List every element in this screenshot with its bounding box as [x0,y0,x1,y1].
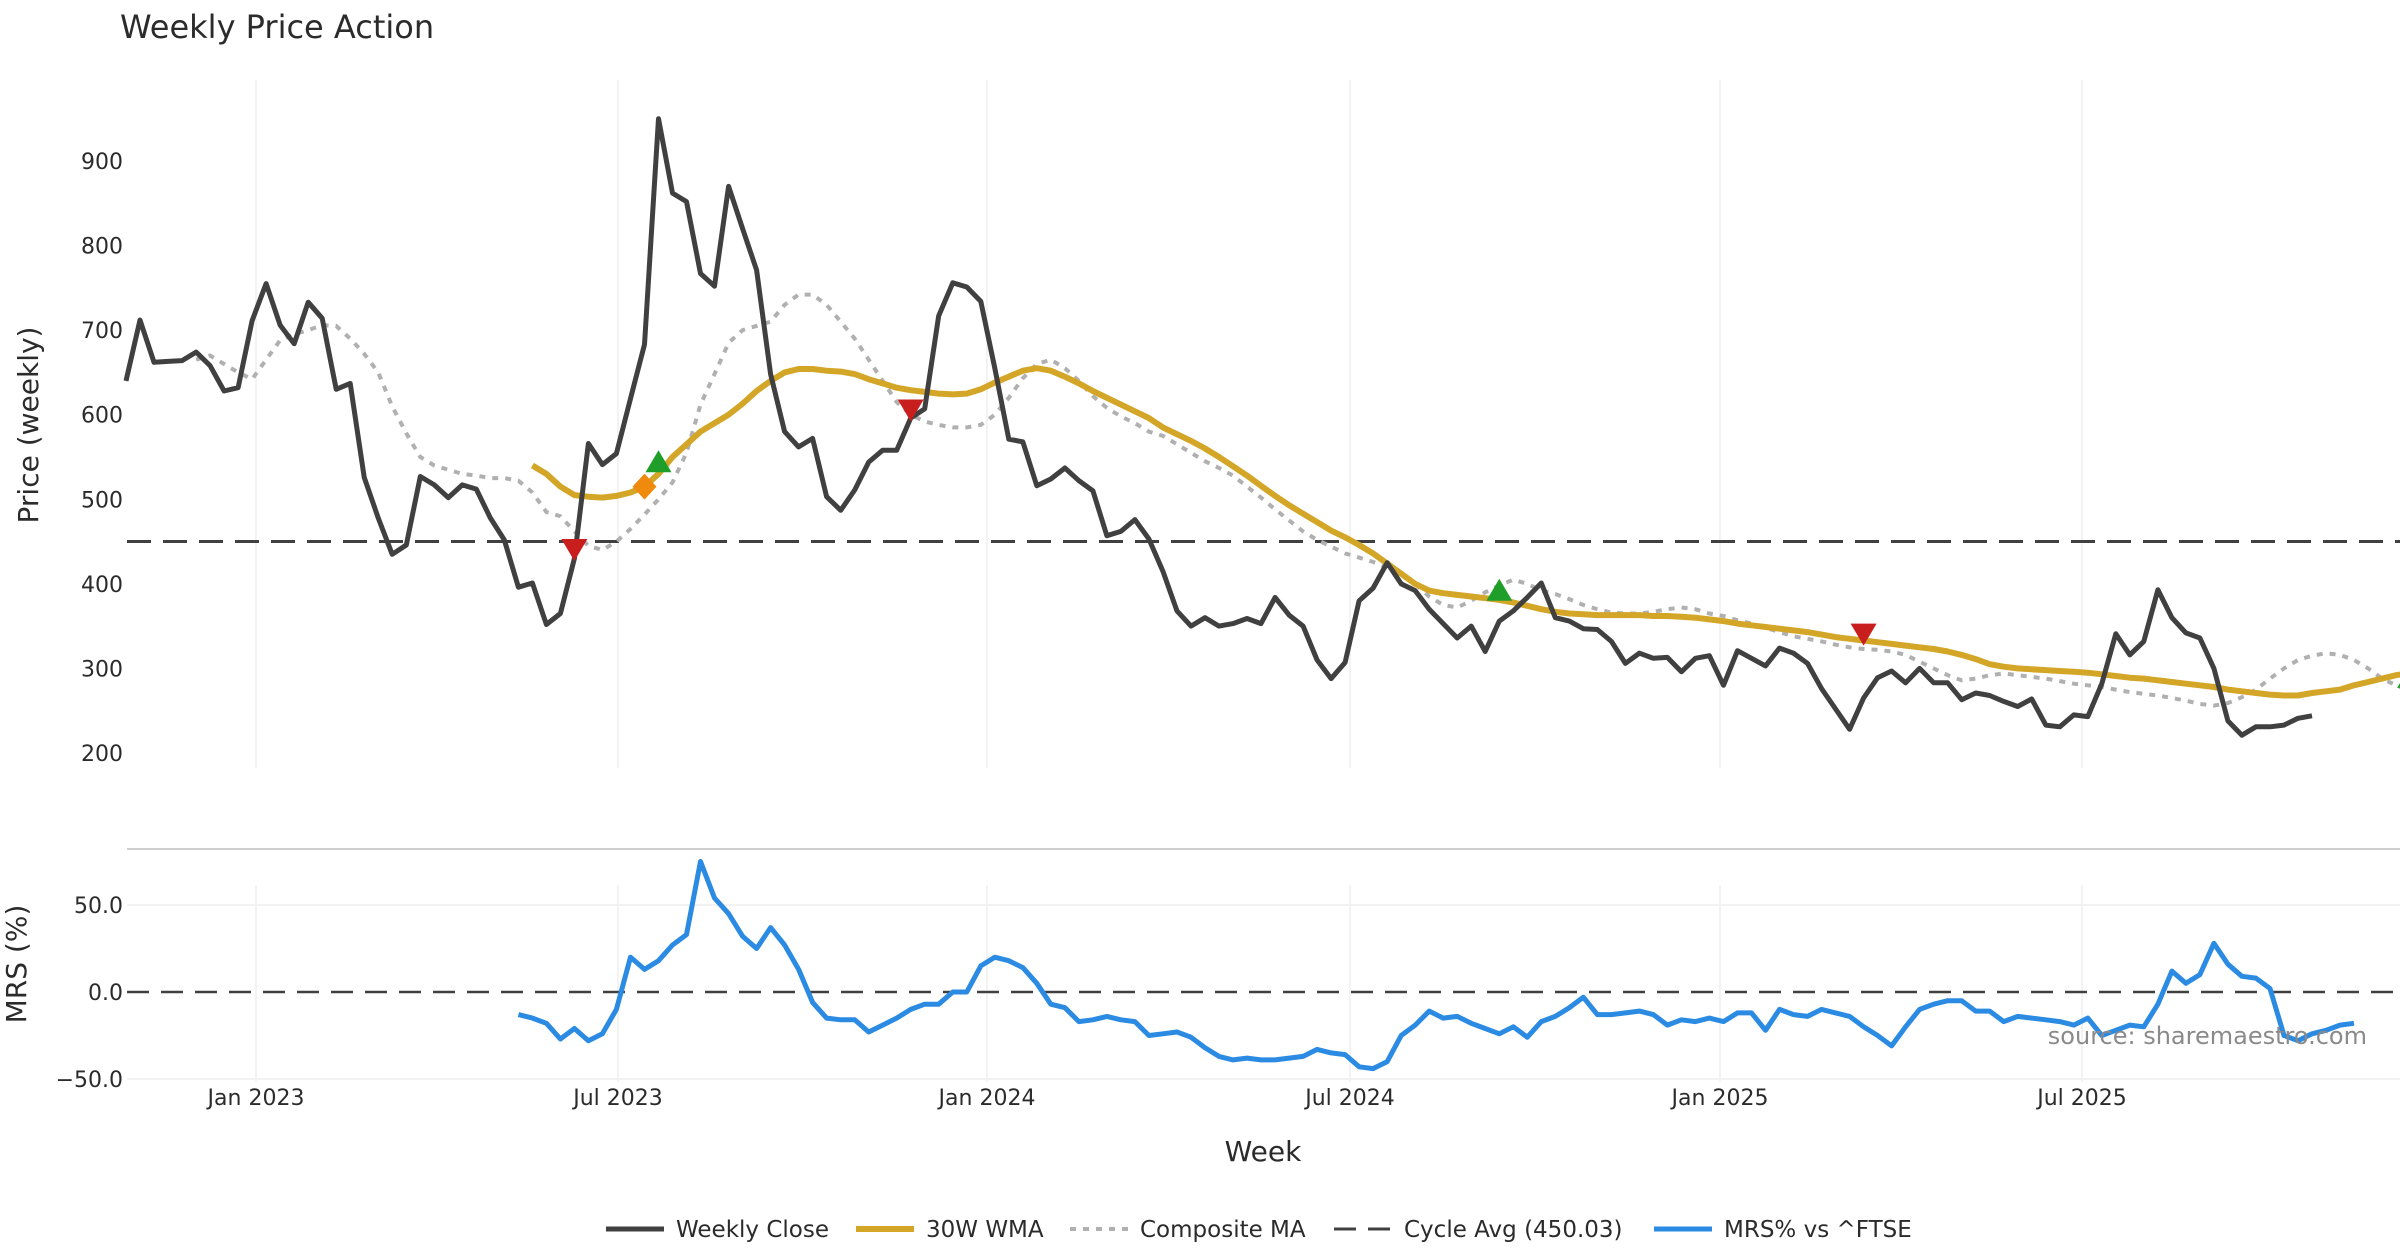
x-tick-0: Jan 2023 [206,1086,305,1111]
price-y-ticks: 200 300 400 500 600 700 800 900 [81,150,123,767]
price-y-tick-300: 300 [81,657,123,682]
mrs-y-axis-label: MRS (%) [0,905,33,1024]
x-tick-3: Jul 2024 [1303,1086,1395,1111]
legend-entry-mrs: MRS% vs ^FTSE [1654,1217,1912,1243]
weekly-close-line [123,116,2313,738]
legend-label-mrs: MRS% vs ^FTSE [1724,1217,1912,1243]
price-y-axis-label: Price (weekly) [12,327,45,524]
price-y-tick-400: 400 [81,573,123,598]
mrs-y-ticks: 50.0 0.0 −50.0 [56,894,123,1093]
price-y-tick-900: 900 [81,150,123,175]
price-y-tick-500: 500 [81,488,123,513]
signal-buy-4 [1486,578,1513,601]
x-tick-4: Jan 2025 [1670,1086,1769,1111]
price-y-tick-600: 600 [81,404,123,429]
chart-title: Weekly Price Action [120,8,434,46]
wma-30w-line [530,365,2400,699]
price-y-tick-700: 700 [81,319,123,344]
legend-entry-cycle-avg: Cycle Avg (450.03) [1334,1217,1623,1243]
mrs-y-tick-1: 0.0 [88,981,123,1006]
price-gridlines [255,80,2083,768]
x-tick-5: Jul 2025 [2035,1086,2127,1111]
price-y-tick-200: 200 [81,742,123,767]
price-panel: 200 300 400 500 600 700 800 900 Price (weekly) [12,80,2400,768]
legend-label-cycle-avg: Cycle Avg (450.03) [1404,1217,1623,1243]
signal-sell-5 [1850,623,1877,646]
mrs-y-tick-2: −50.0 [56,1068,123,1093]
price-y-tick-800: 800 [81,235,123,260]
mrs-line [517,859,2355,1072]
source-annotation: source: sharemaestro.com [2048,1022,2367,1050]
legend-label-weekly-close: Weekly Close [676,1217,829,1243]
legend-label-composite-ma: Composite MA [1140,1217,1306,1243]
x-axis-ticks: Jan 2023 Jul 2023 Jan 2024 Jul 2024 Jan 2025… [206,1086,2127,1111]
legend-entry-composite-ma: Composite MA [1070,1217,1306,1243]
x-tick-2: Jan 2024 [937,1086,1036,1111]
legend-entry-weekly-close: Weekly Close [606,1217,829,1243]
legend-label-wma: 30W WMA [926,1217,1044,1243]
x-axis-label: Week [1225,1135,1302,1168]
signal-buy-2 [645,450,672,473]
composite-ma-line [195,292,2400,708]
mrs-panel: 50.0 0.0 −50.0 MRS (%) source: sharemaestr… [0,859,2400,1093]
signal-sell-0 [561,539,588,561]
x-tick-1: Jul 2023 [571,1086,663,1111]
mrs-y-tick-0: 50.0 [74,894,123,919]
signal-neutral-1 [632,473,657,500]
legend: Weekly Close 30W WMA Composite MA Cycle … [606,1217,1912,1243]
signal-markers [561,399,2400,688]
signal-buy-6 [2397,682,2400,688]
signal-sell-3 [897,399,924,422]
mrs-gridlines [127,885,2400,1082]
legend-entry-wma: 30W WMA [856,1217,1044,1243]
